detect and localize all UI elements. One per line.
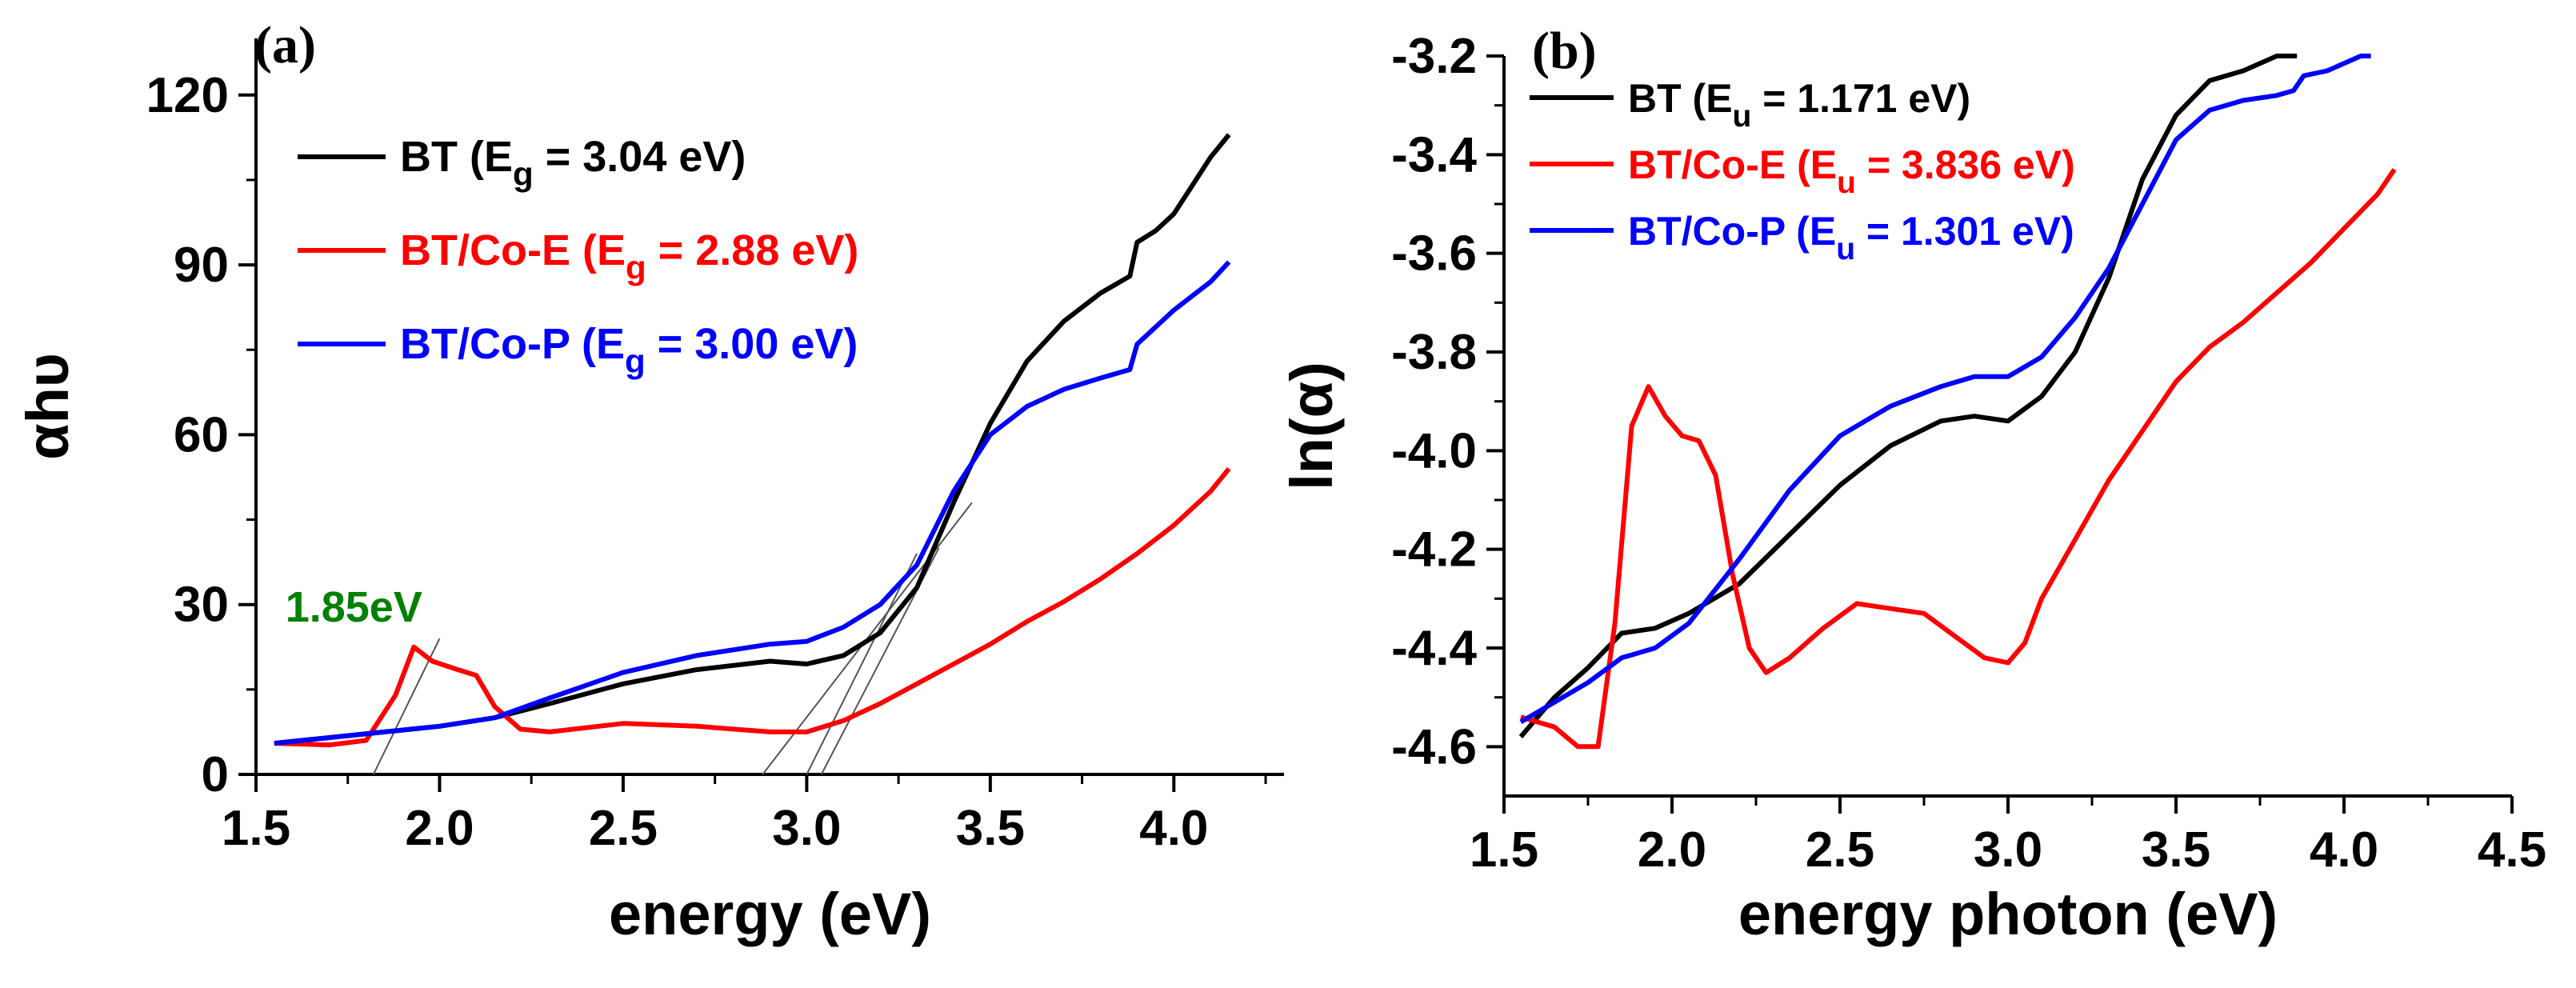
- legend-subscript: u: [1837, 166, 1856, 200]
- panel-label: (b): [1532, 22, 1597, 80]
- x-tick-label: 3.0: [1974, 822, 2042, 878]
- legend-prefix: BT (E: [400, 133, 513, 181]
- x-tick-label: 4.0: [1139, 801, 1208, 856]
- x-tick-label: 2.5: [1806, 822, 1874, 878]
- legend-suffix: = 3.836 eV): [1856, 142, 2075, 187]
- panel-label: (a): [254, 16, 316, 74]
- y-tick-label: -4.2: [1391, 522, 1477, 578]
- legend-label-bt-co-p: BT/Co-P (Eg = 3.00 eV): [400, 320, 858, 380]
- y-axis-title: ln(α): [1278, 362, 1345, 490]
- y-tick-label: -3.8: [1391, 325, 1477, 380]
- legend-prefix: BT (E: [1628, 76, 1733, 121]
- panel-b: 1.5 2.0 2.5 3.0 3.5 4.0 4.5 -4.6 -4.4 -4.2 -4.0 -3.…: [1278, 22, 2546, 947]
- legend-subscript: u: [1733, 99, 1752, 134]
- x-tick-label: 1.5: [1470, 822, 1538, 878]
- legend-prefix: BT/Co-E (E: [400, 226, 626, 274]
- y-tick-label: -3.6: [1391, 226, 1477, 282]
- legend-label-bt-co-e: BT/Co-E (Eg = 2.88 eV): [400, 226, 858, 286]
- legend-prefix: BT/Co-P (E: [1628, 209, 1836, 254]
- legend-label-bt: BT (Eg = 3.04 eV): [400, 133, 746, 193]
- series-line-bt-co-p: [274, 260, 1231, 746]
- y-tick-label: -4.6: [1391, 719, 1477, 774]
- legend-subscript: u: [1836, 232, 1855, 266]
- legend-subscript: g: [513, 155, 534, 193]
- legend-suffix: = 3.00 eV): [646, 320, 858, 368]
- peak-annotation: 1.85eV: [286, 583, 422, 631]
- x-tick-label: 3.5: [956, 801, 1025, 856]
- y-tick-label: -3.4: [1391, 127, 1477, 182]
- legend-suffix: = 3.04 eV): [534, 133, 746, 181]
- legend-label-bt-co-p: BT/Co-P (Eu = 1.301 eV): [1628, 209, 2074, 266]
- x-tick-label: 2.5: [589, 801, 658, 856]
- y-tick-label: -3.2: [1391, 29, 1477, 84]
- legend-prefix: BT/Co-P (E: [400, 320, 625, 368]
- legend-label-bt: BT (Eu = 1.171 eV): [1628, 76, 1970, 134]
- x-axis-title: energy (eV): [609, 881, 931, 947]
- legend-prefix: BT/Co-E (E: [1628, 142, 1837, 187]
- legend-subscript: g: [626, 249, 646, 286]
- series-line-bt-co-p: [1519, 54, 2371, 725]
- x-tick-label: 3.5: [2142, 822, 2210, 878]
- x-tick-label: 1.5: [222, 801, 290, 856]
- x-axis-title: energy photon (eV): [1738, 881, 2278, 947]
- y-tick-label: -4.4: [1391, 621, 1477, 676]
- legend-suffix: = 1.171 eV): [1751, 76, 1970, 121]
- legend-suffix: = 1.301 eV): [1855, 209, 2074, 254]
- y-tick-label: 120: [146, 68, 229, 123]
- series-line-bt-co-e: [1520, 168, 2397, 750]
- series-line-bt: [1518, 54, 2298, 738]
- y-axis-title: αhυ: [14, 353, 81, 460]
- x-tick-label: 2.0: [405, 801, 474, 856]
- x-tick-label: 4.0: [2310, 822, 2378, 878]
- y-tick-label: 90: [174, 238, 229, 293]
- y-tick-label: 60: [174, 407, 229, 462]
- y-tick-label: 30: [174, 578, 229, 633]
- legend-subscript: g: [625, 342, 646, 380]
- legend-suffix: = 2.88 eV): [646, 226, 859, 274]
- x-tick-label: 3.0: [772, 801, 841, 856]
- x-tick-label: 2.0: [1638, 822, 1706, 878]
- x-tick-label: 4.5: [2478, 822, 2546, 878]
- series-line-bt-co-e: [274, 466, 1231, 748]
- tangent-line: [806, 553, 918, 775]
- panel-a: 1.5 2.0 2.5 3.0 3.5 4.0 0 30 60 90 120 energy (eV) α…: [14, 16, 1284, 947]
- legend-label-bt-co-e: BT/Co-E (Eu = 3.836 eV): [1628, 142, 2075, 200]
- y-tick-label: -4.0: [1391, 423, 1477, 478]
- y-tick-label: 0: [202, 747, 229, 802]
